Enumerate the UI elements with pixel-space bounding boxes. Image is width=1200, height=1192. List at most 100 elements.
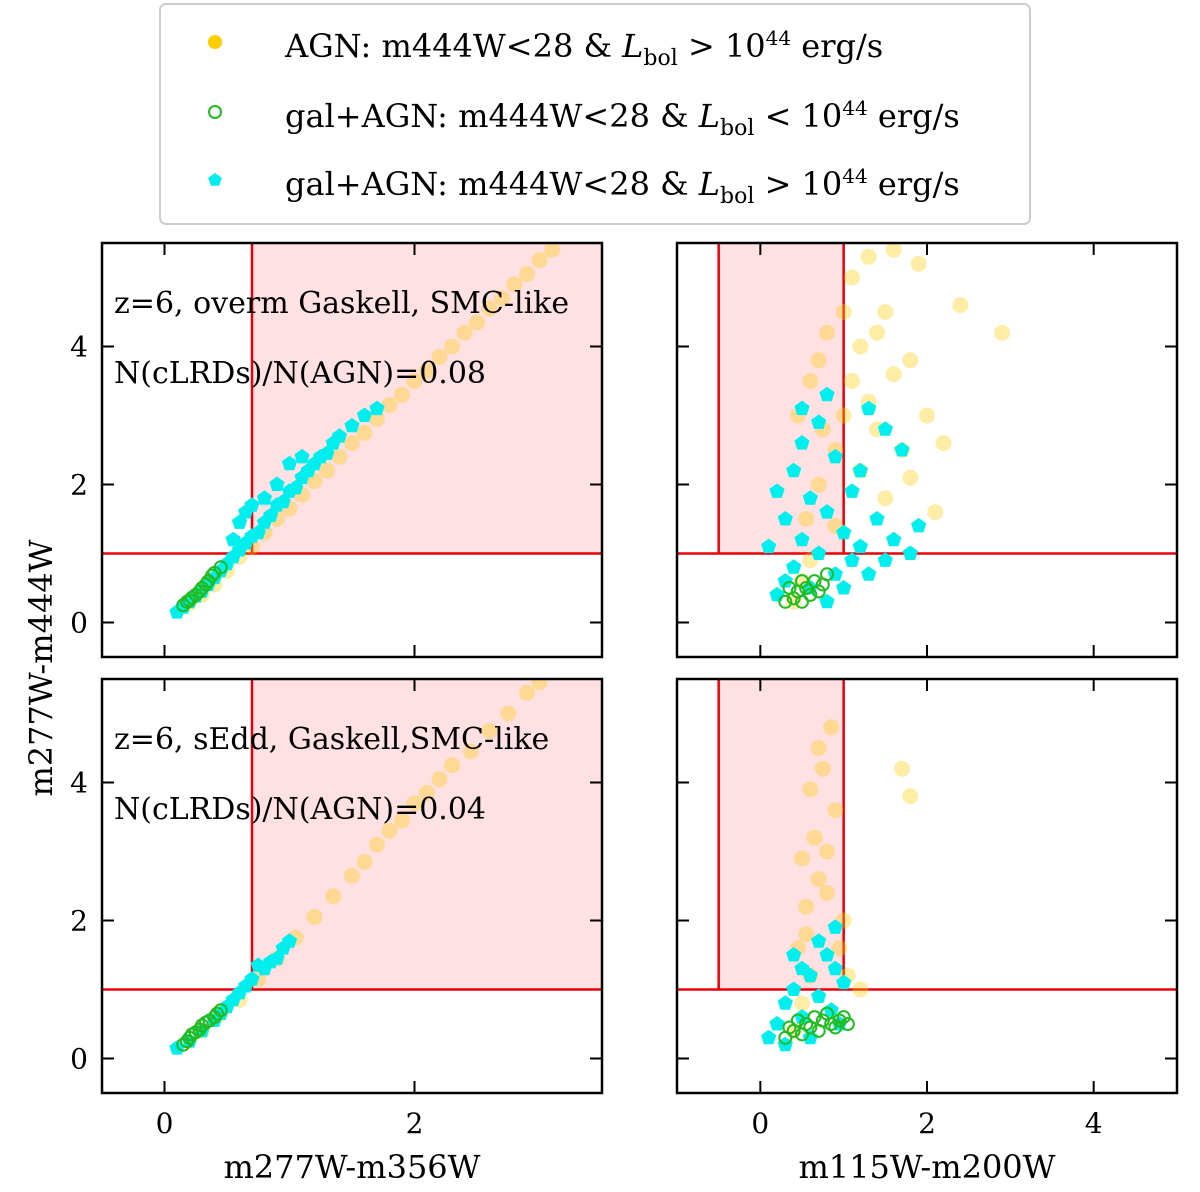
agn-point [519,266,535,283]
gal-agn-high-point [263,953,279,969]
y-tick-label: 0 [70,607,88,640]
gal-agn-high-point [836,524,852,540]
gal-agn-high-point [769,586,785,602]
agn-point [319,462,335,479]
gal-agn-low-point [803,587,818,602]
agn-point [798,926,815,943]
gal-agn-low-point [815,1013,830,1028]
gal-agn-high-point [836,974,852,990]
agn-point [306,909,323,926]
legend-marker-gal-agn-high [208,173,222,186]
legend-text-part: > 10 [678,27,766,65]
agn-point [394,386,410,403]
legend-text-part: < 10 [754,97,842,135]
gal-agn-high-point [827,960,843,976]
gal-agn-high-point [786,981,802,996]
gal-agn-high-point [786,947,802,962]
gal-agn-high-point [786,462,802,478]
legend-text-part: bol [720,116,754,141]
selection-region [252,243,602,554]
gal-agn-high-point [811,545,827,560]
panel-plot-area [677,679,1177,1052]
agn-point [344,435,360,452]
agn-point [852,981,869,998]
agn-point [910,255,927,272]
agn-point [877,304,894,320]
agn-point [444,757,460,774]
gal-agn-low-point [795,574,809,589]
agn-point [823,719,840,736]
agn-point [419,784,435,801]
x-tick-label: 4 [1085,1107,1103,1140]
legend-text-part: gal+AGN: m444W<28 & [285,97,699,135]
gal-agn-high-point [769,483,785,498]
gal-agn-high-point [281,933,298,948]
gal-agn-high-point [886,531,902,547]
gal-agn-high-point [769,1016,785,1031]
agn-point [794,850,810,867]
legend-label-gal-agn-high: gal+AGN: m444W<28 & Lbol > 1044 erg/s [285,164,960,209]
gal-agn-low-point [836,1010,851,1025]
panel-top-right [675,241,1179,659]
agn-point [935,435,952,452]
gal-agn-high-point [294,448,310,464]
gal-agn-high-point [802,490,818,505]
gal-agn-high-point [225,531,241,547]
gal-agn-high-point [281,455,298,471]
gal-agn-high-point [852,462,868,478]
agn-point [885,366,902,383]
legend-text-part: > 10 [754,165,842,203]
x-axis-label: m277W-m356W [223,1148,480,1186]
agn-point [798,511,815,527]
legend-entry-gal-agn-high: gal+AGN: m444W<28 & Lbol > 1044 erg/s [208,164,960,209]
gal-agn-low-point [828,1020,843,1035]
agn-point [469,314,485,331]
agn-point [406,795,423,812]
gal-agn-low-point [799,1017,814,1031]
gal-agn-low-point [210,1006,224,1021]
legend-text-part: bol [643,46,677,71]
gal-agn-high-point [819,504,835,519]
gal-agn-high-point [761,1029,777,1045]
agn-point [444,338,460,355]
agn-point [519,684,535,701]
gal-agn-low-point [820,567,834,582]
gal-agn-high-point [819,593,835,609]
agn-point [419,362,435,379]
legend-text-part: 44 [766,26,791,50]
legend-text-part: bol [720,184,754,209]
gal-agn-low-point [213,1003,228,1018]
agn-point [500,705,517,722]
agn-point [802,373,819,389]
agn-point [531,679,548,691]
agn-point [902,469,919,486]
agn-point [381,822,398,839]
panel-annotation: N(cLRDs)/N(AGN)=0.08 [114,356,486,391]
legend: AGN: m444W<28 & Lbol > 1044 erg/sgal+AGN… [159,3,1031,225]
gal-agn-high-point [244,971,260,986]
agn-point [394,812,410,829]
gal-agn-high-point [250,957,266,972]
legend-marker-gal-agn-low [208,105,222,119]
legend-text-part: L [698,165,720,203]
gal-agn-high-point [877,421,893,436]
agn-point [919,407,935,424]
gal-agn-high-point [877,552,893,567]
legend-text-part: erg/s [868,97,960,135]
gal-agn-low-point [840,1017,855,1031]
gal-agn-high-point [331,428,348,443]
legend-frame [159,3,1031,225]
agn-point [831,940,848,957]
gal-agn-high-point [777,995,793,1010]
agn-point [827,802,844,819]
gal-agn-low-point [807,1010,822,1025]
x-tick-label: 0 [156,1107,174,1140]
agn-point [860,248,877,265]
legend-text-part: AGN: m444W<28 & [284,27,622,65]
agn-point [531,252,548,269]
y-tick-label: 2 [70,469,88,502]
gal-agn-low-point [811,584,826,599]
agn-point [819,324,835,341]
gal-agn-low-point [205,568,219,583]
y-tick-label: 4 [70,767,88,800]
